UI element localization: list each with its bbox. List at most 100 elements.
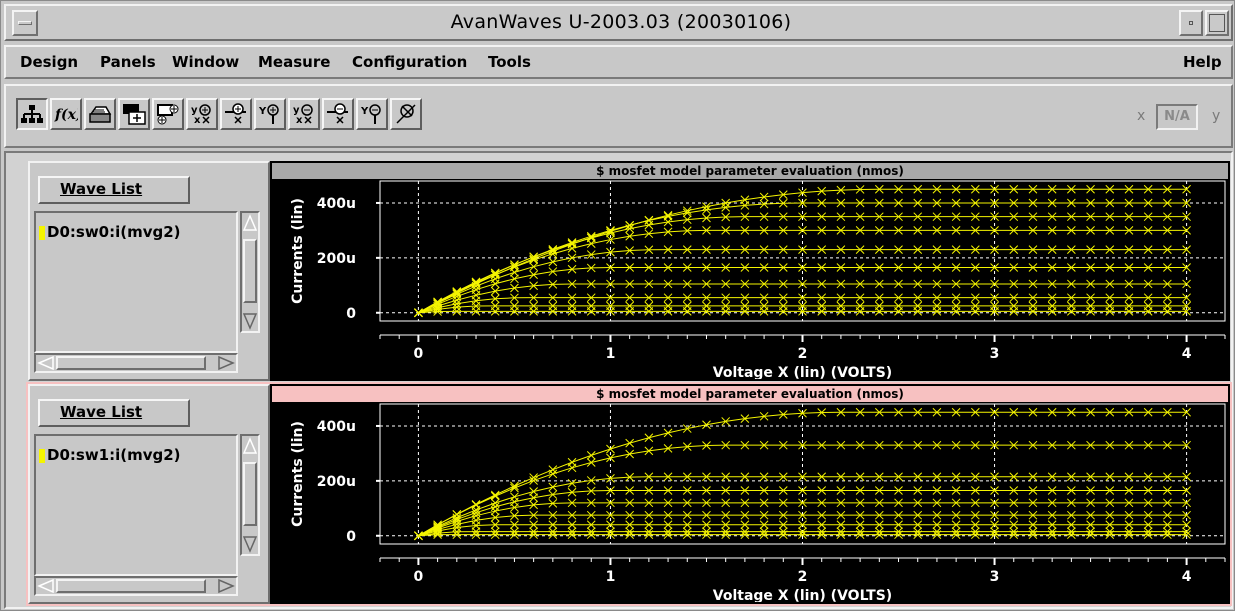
menu-measure-label: Measure xyxy=(258,53,331,71)
data-point-marker xyxy=(874,520,884,530)
wave-list-item[interactable]: D0:sw1:i(mvg2) xyxy=(47,446,181,464)
data-point-marker xyxy=(874,440,884,450)
data-point-marker xyxy=(702,530,711,540)
wave-list[interactable]: D0:sw1:i(mvg2) xyxy=(34,434,238,576)
svg-text:x: x xyxy=(296,115,303,126)
x-tick-label: 3 xyxy=(990,569,1000,585)
data-point-marker xyxy=(913,212,923,222)
wave-list-vscroll[interactable] xyxy=(240,211,260,333)
menu-window[interactable]: Window xyxy=(172,53,239,71)
wave-list-vscroll-thumb[interactable] xyxy=(243,239,257,303)
data-point-marker xyxy=(1028,407,1038,417)
data-point-marker xyxy=(625,486,635,495)
data-point-marker xyxy=(625,520,635,530)
data-point-marker xyxy=(778,263,788,272)
add-panel-button[interactable] xyxy=(118,98,150,130)
data-point-marker xyxy=(1182,440,1191,450)
data-point-marker xyxy=(740,414,750,423)
y-cursor-button[interactable]: Y xyxy=(254,98,286,130)
x-tick-label: 1 xyxy=(606,346,616,362)
wave-list-vscroll[interactable] xyxy=(240,434,260,556)
data-point-marker xyxy=(1182,307,1191,316)
waveform-panel-2[interactable]: Wave List D0:sw1:i(mvg2) xyxy=(28,384,1230,604)
wave-list[interactable]: D0:sw0:i(mvg2) xyxy=(34,211,238,353)
window-menu-button[interactable] xyxy=(12,10,38,36)
delete-cursor-button[interactable] xyxy=(390,98,422,130)
wave-list-hscroll[interactable] xyxy=(34,576,238,596)
data-point-marker xyxy=(433,528,442,538)
data-point-marker xyxy=(1182,212,1191,222)
menu-help[interactable]: Help xyxy=(1183,53,1222,71)
x-tick-label: 0 xyxy=(414,569,424,585)
data-point-marker xyxy=(855,279,865,289)
data-point-marker xyxy=(1105,226,1115,235)
data-point-marker xyxy=(586,250,596,259)
data-point-marker xyxy=(778,212,788,222)
data-point-marker xyxy=(663,530,673,540)
data-point-marker xyxy=(990,293,999,303)
data-point-marker xyxy=(471,307,481,316)
data-point-marker xyxy=(1086,198,1095,208)
title-bar[interactable]: AvanWaves U-2003.03 (20030106) xyxy=(4,4,1233,41)
data-point-marker xyxy=(740,510,750,520)
y-vs-x-cursor-button[interactable]: y x xyxy=(186,98,218,130)
x-tick-label: 4 xyxy=(1182,569,1192,585)
data-point-marker xyxy=(798,498,807,508)
x-cursor-2-button[interactable] xyxy=(322,98,354,130)
menu-panels[interactable]: Panels xyxy=(100,53,156,71)
data-point-marker xyxy=(951,498,961,508)
waveform-plot-2[interactable]: 0 200u 400u Currents (lin) 0 1 2 3 4 Voltage X (l… xyxy=(272,402,1228,602)
function-button[interactable]: f(x) xyxy=(50,98,82,130)
wave-list-hscroll-thumb[interactable] xyxy=(56,579,206,593)
data-point-marker xyxy=(970,440,980,450)
data-point-marker xyxy=(1182,245,1191,254)
maximize-button[interactable] xyxy=(1205,10,1229,36)
data-point-marker xyxy=(1086,212,1095,222)
series-curve xyxy=(414,263,1191,318)
data-point-marker xyxy=(644,263,654,272)
data-point-marker xyxy=(1124,212,1134,222)
menu-tools[interactable]: Tools xyxy=(488,53,531,71)
data-point-marker xyxy=(702,293,711,303)
data-point-marker xyxy=(1047,307,1057,316)
data-point-marker xyxy=(1163,293,1172,303)
print-button[interactable] xyxy=(84,98,116,130)
data-point-marker xyxy=(510,260,519,269)
data-point-marker xyxy=(1105,498,1115,508)
data-point-marker xyxy=(1124,279,1134,289)
menu-measure[interactable]: Measure xyxy=(258,53,330,71)
data-point-marker xyxy=(586,530,596,540)
wave-list-button[interactable]: Wave List xyxy=(38,399,190,427)
data-point-marker xyxy=(1028,226,1038,235)
data-point-marker xyxy=(970,520,980,530)
data-point-marker xyxy=(836,293,846,303)
data-point-marker xyxy=(817,530,827,540)
data-point-marker xyxy=(836,307,846,316)
data-point-marker xyxy=(874,307,884,316)
waveform-plot-1[interactable]: 0 200u 400u Currents (lin) 0 1 2 3 4 Voltage X (l… xyxy=(272,179,1228,379)
menu-configuration[interactable]: Configuration xyxy=(352,53,467,71)
waveform-panel-1[interactable]: Wave List D0:sw0:i(mvg2) xyxy=(28,161,1230,381)
data-point-marker xyxy=(970,510,980,520)
data-point-marker xyxy=(682,293,692,303)
data-point-marker xyxy=(817,279,827,289)
add-panels-button[interactable] xyxy=(152,98,184,130)
data-point-marker xyxy=(990,486,999,495)
wave-list-hscroll-thumb[interactable] xyxy=(56,356,206,370)
wave-list-hscroll[interactable] xyxy=(34,353,238,373)
data-point-marker xyxy=(625,293,635,303)
hierarchy-button[interactable] xyxy=(16,98,48,130)
data-point-marker xyxy=(740,498,750,508)
data-point-marker xyxy=(970,498,980,508)
y-vs-x-cursor-2-button[interactable]: y x xyxy=(288,98,320,130)
minimize-button[interactable] xyxy=(1179,10,1203,36)
wave-list-vscroll-thumb[interactable] xyxy=(243,462,257,526)
wave-list-item[interactable]: D0:sw0:i(mvg2) xyxy=(47,223,181,241)
x-cursor-button[interactable] xyxy=(220,98,252,130)
y-cursor-2-button[interactable]: Y xyxy=(356,98,388,130)
wave-list-button[interactable]: Wave List xyxy=(38,176,190,204)
data-point-marker xyxy=(644,220,654,230)
data-point-marker xyxy=(663,444,673,453)
menu-design[interactable]: Design xyxy=(20,53,78,71)
data-point-marker xyxy=(1047,263,1057,272)
